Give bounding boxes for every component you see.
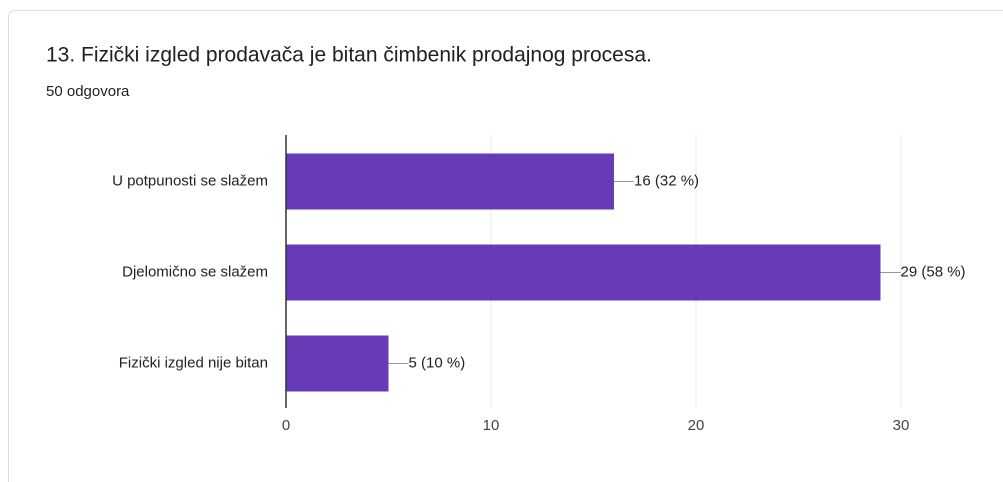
value-label: 29 (58 %) [901, 263, 966, 280]
value-label: 5 (10 %) [409, 354, 466, 371]
x-tick-label: 20 [688, 417, 705, 434]
y-tick-label: Djelomično se slažem [122, 263, 268, 280]
bar [286, 335, 389, 392]
y-tick-label: Fizički izgled nije bitan [119, 354, 268, 371]
bar [286, 244, 881, 301]
x-tick-label: 10 [483, 417, 500, 434]
x-tick-label: 30 [893, 417, 910, 434]
chart-subtitle: 50 odgovora [46, 83, 130, 100]
x-tick-label: 0 [282, 417, 290, 434]
value-label: 16 (32 %) [634, 172, 699, 189]
bar [286, 153, 614, 210]
y-tick-label: U potpunosti se slažem [112, 172, 268, 189]
chart-title: 13. Fizički izgled prodavača je bitan či… [46, 44, 652, 67]
